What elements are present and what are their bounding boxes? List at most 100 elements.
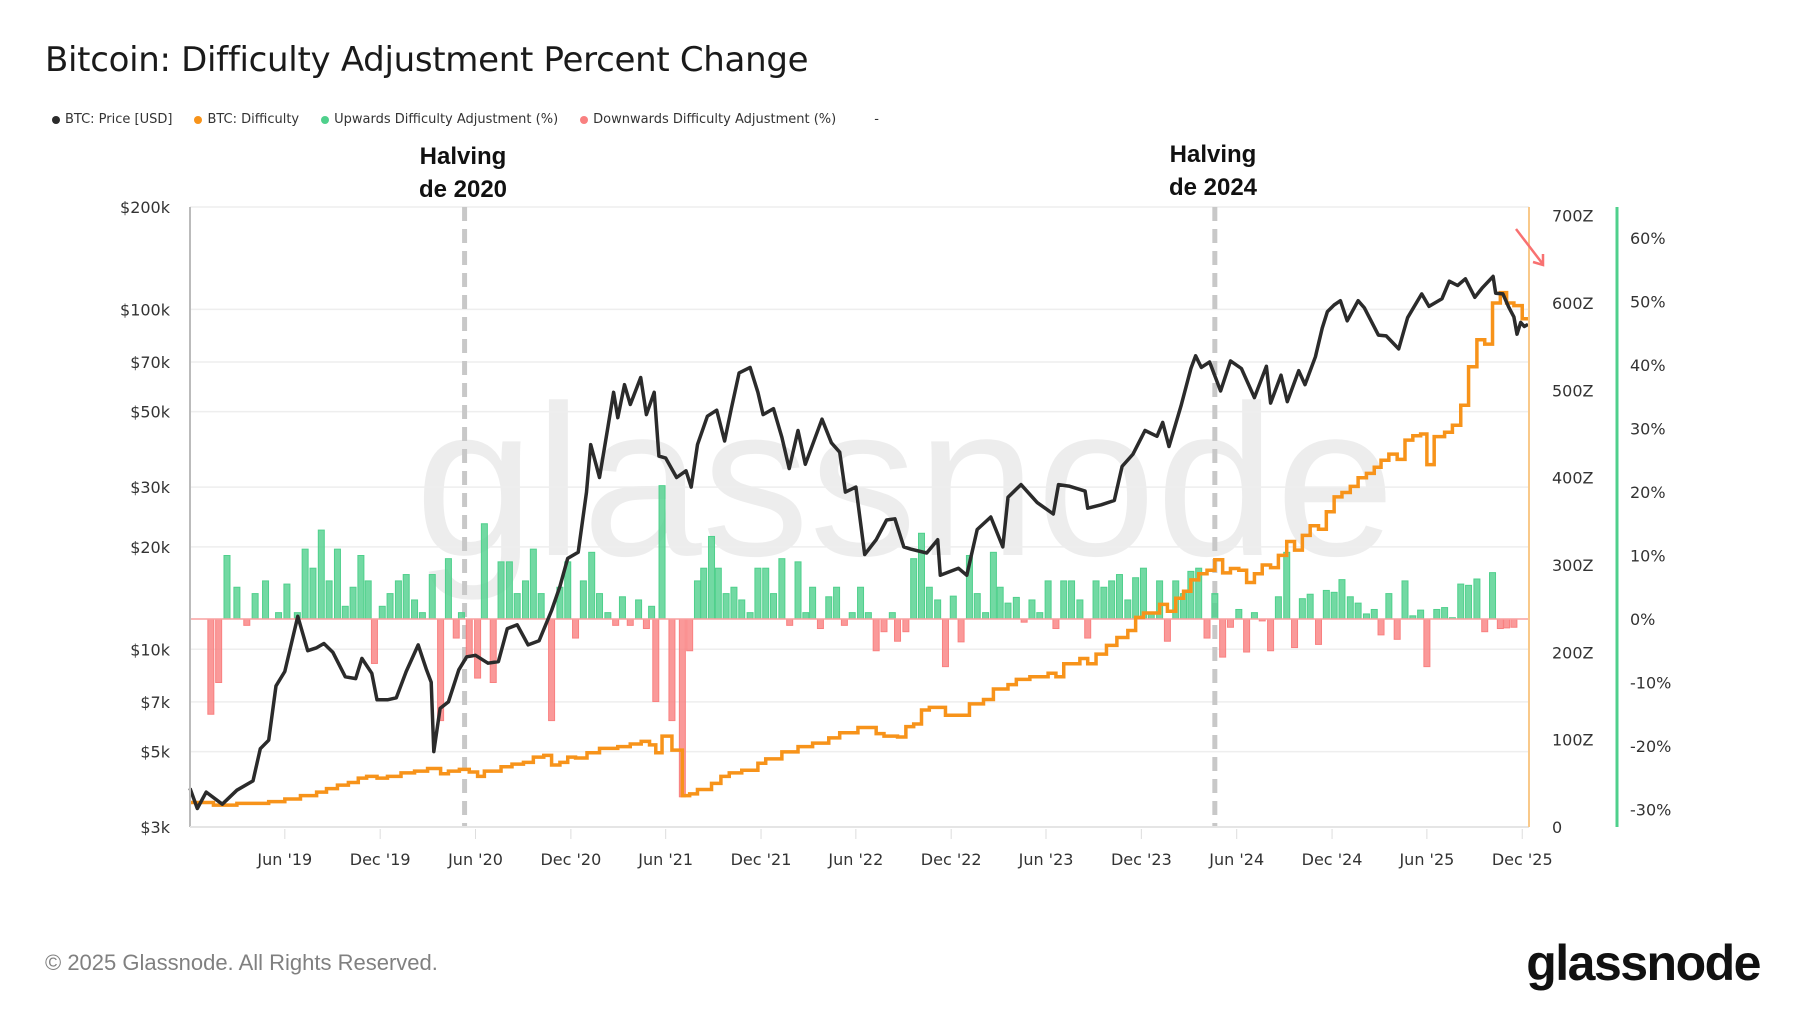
price-line [188,274,1529,811]
price-tick-label: $200k [120,198,171,217]
upward-adjustment-bar [1092,580,1100,620]
price-tick-label: $7k [140,693,170,712]
red-down-arrow-icon [1515,228,1545,267]
upward-adjustment-bar [648,605,656,620]
x-tick-label: Jun '21 [637,850,693,869]
upward-adjustment-bar [402,574,410,620]
price-tick-label: $70k [130,353,171,372]
upward-adjustment-bar [357,555,365,620]
upward-adjustment-bar [848,612,856,620]
downward-adjustment-bar [1243,618,1251,653]
upward-adjustment-bar [1330,591,1338,620]
legend-label: BTC: Difficulty [207,112,300,127]
halving-2024-label-line1: Halving [1170,141,1257,168]
halving-2020-label-line1: Halving [420,143,507,170]
halving-2024-label-line2: de 2024 [1169,174,1258,201]
upward-adjustment-bar [1100,586,1108,620]
legend: BTC: Price [USD] BTC: Difficulty Upwards… [52,112,901,127]
upward-adjustment-bar [233,586,241,620]
upward-adjustment-bar [982,612,990,620]
upward-adjustment-bar [497,561,505,620]
x-tick-label: Jun '23 [1018,850,1074,869]
upward-adjustment-bar [1124,599,1132,620]
price-tick-label: $50k [130,403,171,422]
downward-adjustment-bar [489,618,497,683]
upward-adjustment-bar [364,580,372,620]
downward-adjustment-bar [1393,618,1401,640]
price-tick-label: $3k [140,818,170,837]
upward-adjustment-bar [730,586,738,620]
downward-adjustment-bar [572,618,580,639]
upward-adjustment-bar [1012,596,1020,620]
downward-adjustment-bar [1503,618,1511,629]
upward-adjustment-bar [1068,580,1076,620]
upward-adjustment-bar [301,548,309,620]
legend-item-price[interactable]: BTC: Price [USD] [52,112,172,127]
upward-adjustment-bar [325,580,333,620]
upward-adjustment-bar [513,593,521,620]
upward-adjustment-bar [1354,602,1362,620]
x-tick-label: Dec '25 [1492,850,1553,869]
legend-item-downwards[interactable]: Downwards Difficulty Adjustment (%) [580,112,836,127]
legend-label: Upwards Difficulty Adjustment (%) [334,112,559,127]
upward-adjustment-bar [480,523,488,620]
upward-adjustment-bar [411,599,419,620]
x-tick-label: Dec '20 [540,850,601,869]
upward-adjustment-bar [1283,551,1291,620]
x-tick-label: Dec '22 [921,850,982,869]
x-tick-label: Jun '19 [256,850,312,869]
upward-adjustment-bar [693,580,701,620]
upward-adjustment-bar [770,593,778,620]
legend-dot [580,115,589,124]
upward-adjustment-bar [738,599,746,620]
price-tick-label: $10k [130,640,171,659]
legend-label: BTC: Price [USD] [65,112,173,127]
upward-adjustment-bar [394,580,402,620]
downward-adjustment-bar [1084,618,1092,639]
upward-adjustment-bar [918,532,926,620]
downward-adjustment-bar [652,618,660,703]
upward-adjustment-bar [794,561,802,620]
upward-adjustment-bar [262,580,270,620]
difficulty-line [190,290,1528,807]
upward-adjustment-bar [833,586,841,620]
upward-adjustment-bar [378,605,386,620]
downward-adjustment-bar [626,618,634,626]
price-tick-label: $30k [130,478,171,497]
x-tick-label: Dec '21 [731,850,792,869]
legend-item-upwards[interactable]: Upwards Difficulty Adjustment (%) [321,112,558,127]
upward-adjustment-bar [934,599,942,620]
upward-adjustment-bar [1385,593,1393,620]
upward-adjustment-bar [1060,580,1068,620]
upward-adjustment-bar [444,558,452,620]
pct-tick-label: 10% [1630,547,1666,566]
x-tick-label: Jun '25 [1398,850,1454,869]
downward-adjustment-bar [668,618,676,722]
upward-adjustment-bar [754,567,762,620]
downward-adjustment-bar [1423,618,1431,668]
upward-adjustment-bar [1473,578,1481,620]
downward-adjustment-bar [902,618,910,633]
downward-adjustment-bar [642,618,650,630]
legend-dot [52,115,60,124]
difficulty-tick-label: 600Z [1552,294,1594,313]
pct-tick-label: -30% [1630,801,1671,820]
upward-adjustment-bar [1433,608,1441,620]
legend-item-extra[interactable]: - [874,112,879,127]
upward-adjustment-bar [1306,593,1314,620]
price-tick-label: $100k [120,300,171,319]
halving-2020-label-line2: de 2020 [419,176,507,203]
x-tick-label: Jun '24 [1208,850,1264,869]
glassnode-logo[interactable]: glassnode [1526,935,1761,991]
x-tick-label: Jun '22 [827,850,883,869]
upward-adjustment-bar [1401,580,1409,620]
upward-adjustment-bar [1250,612,1258,620]
downward-adjustment-bar [612,618,620,626]
legend-item-difficulty[interactable]: BTC: Difficulty [194,112,299,127]
downward-adjustment-bar [872,618,880,652]
x-tick-label: Dec '19 [350,850,411,869]
difficulty-tick-label: 200Z [1552,643,1594,662]
downward-adjustment-bar [816,618,824,630]
upward-adjustment-bar [1108,580,1116,620]
upward-adjustment-bar [762,567,770,620]
